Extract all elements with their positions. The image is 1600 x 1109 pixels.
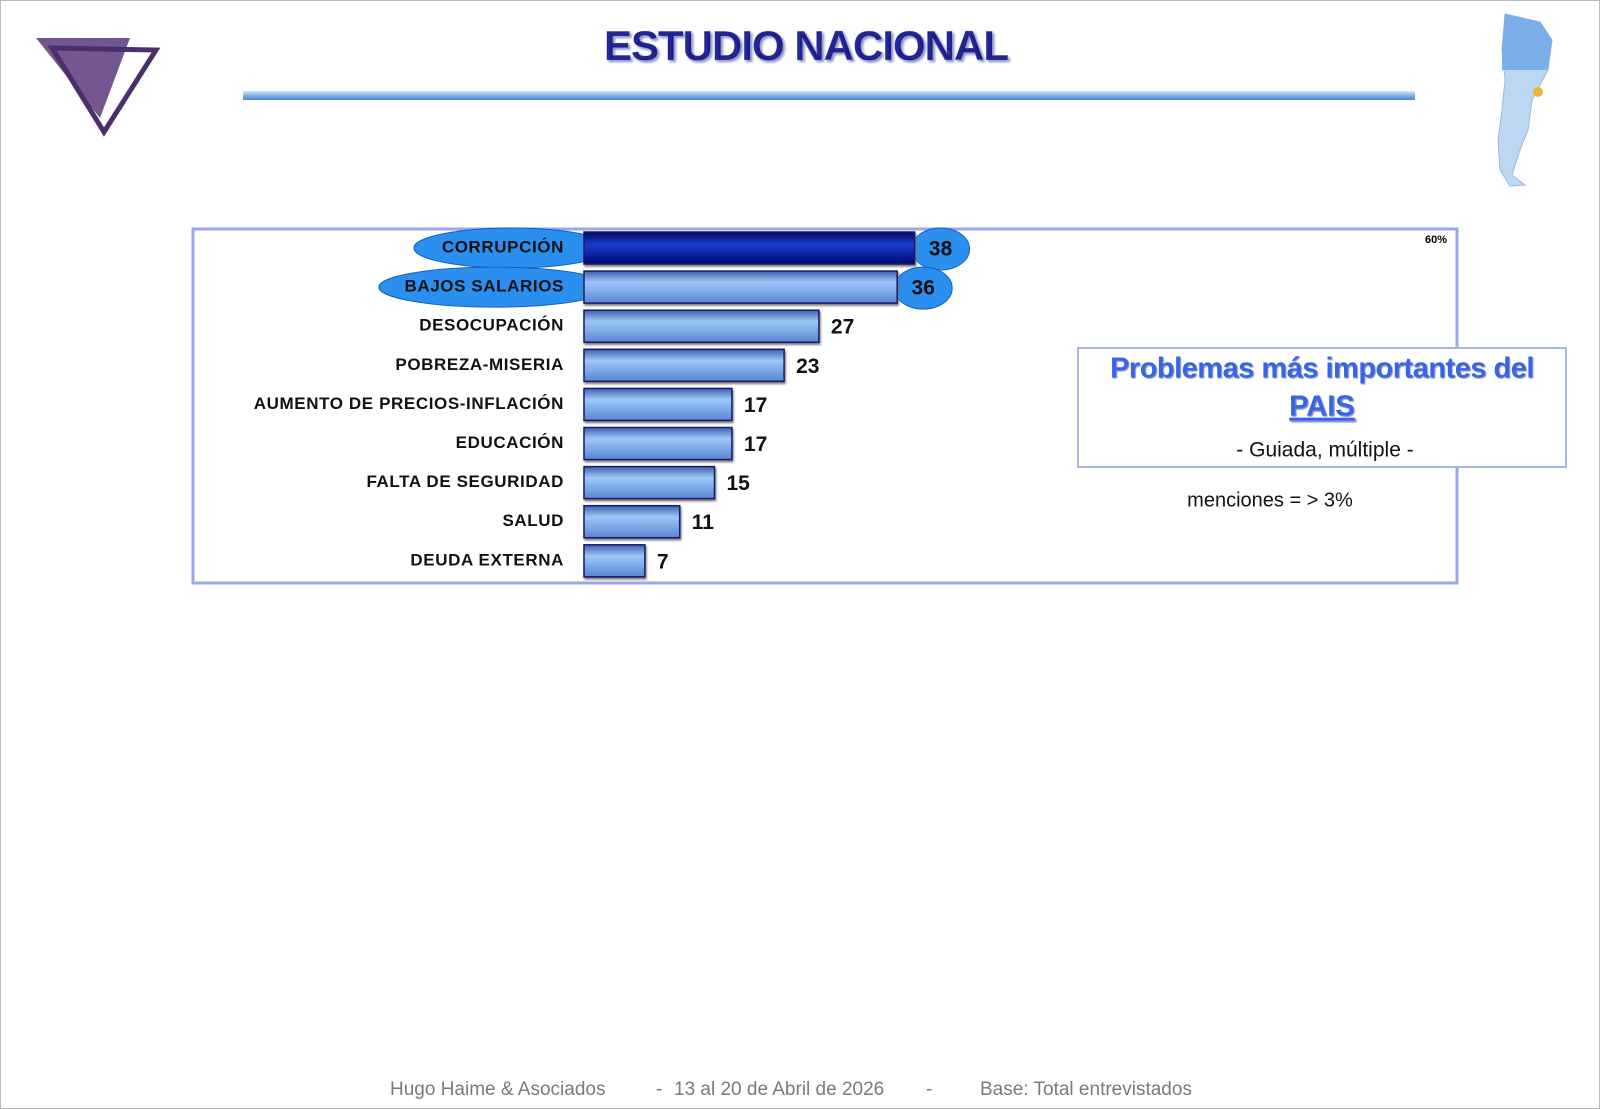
- value-label: 7: [657, 550, 669, 573]
- value-label: 38: [929, 238, 953, 261]
- category-label: EDUCACIÓN: [456, 433, 564, 452]
- footer-text: -: [926, 1079, 932, 1100]
- logo: [36, 38, 161, 137]
- plot: CORRUPCIÓN 38 BAJOS SALARIOS 36 DESOCUPACIÓN…: [254, 227, 971, 578]
- footer: Hugo Haime & Asociados - 13 al 20 de Abr…: [390, 1079, 1192, 1100]
- footer-text: -: [656, 1079, 662, 1100]
- box-title: PAIS: [1289, 391, 1355, 423]
- map: [1497, 13, 1553, 187]
- category-label: SALUD: [502, 511, 564, 530]
- value-label: 27: [831, 316, 854, 339]
- footer-text: Base: Total entrevistados: [980, 1079, 1192, 1100]
- bar: [583, 387, 733, 422]
- category-label: DESOCUPACIÓN: [419, 316, 564, 335]
- value-label: 15: [727, 472, 751, 495]
- category-label: CORRUPCIÓN: [442, 237, 564, 256]
- footer-text: Hugo Haime & Asociados: [390, 1079, 605, 1100]
- bar: [583, 270, 898, 304]
- category-label: POBREZA-MISERIA: [395, 355, 564, 374]
- bar: [583, 544, 646, 578]
- bar: [583, 465, 716, 500]
- bar: [583, 504, 681, 539]
- value-label: 11: [692, 511, 715, 534]
- box-title: Problemas más importantes del: [1110, 353, 1534, 385]
- bar: [583, 348, 785, 383]
- value-label: 23: [796, 355, 819, 378]
- bar: [583, 426, 733, 461]
- footer-text: 13 al 20 de Abril de 2026: [674, 1079, 884, 1100]
- category-label: AUMENTO DE PRECIOS-INFLACIÓN: [254, 394, 564, 413]
- box-subtitle: - Guiada, múltiple -: [1236, 439, 1413, 462]
- title-rule: [243, 91, 1415, 100]
- category-label: DEUDA EXTERNA: [410, 550, 564, 569]
- corner-label: 60%: [1425, 234, 1447, 246]
- category-label: BAJOS SALARIOS: [404, 277, 564, 296]
- title: ESTUDIO NACIONAL: [604, 22, 1008, 69]
- value-label: 17: [744, 433, 767, 456]
- note: menciones = > 3%: [1187, 489, 1353, 511]
- bar: [583, 309, 820, 343]
- legend-box: [1077, 347, 1567, 468]
- category-label: FALTA DE SEGURIDAD: [367, 472, 565, 491]
- bar: [583, 231, 916, 265]
- value-label: 36: [912, 277, 935, 300]
- value-label: 17: [744, 394, 767, 417]
